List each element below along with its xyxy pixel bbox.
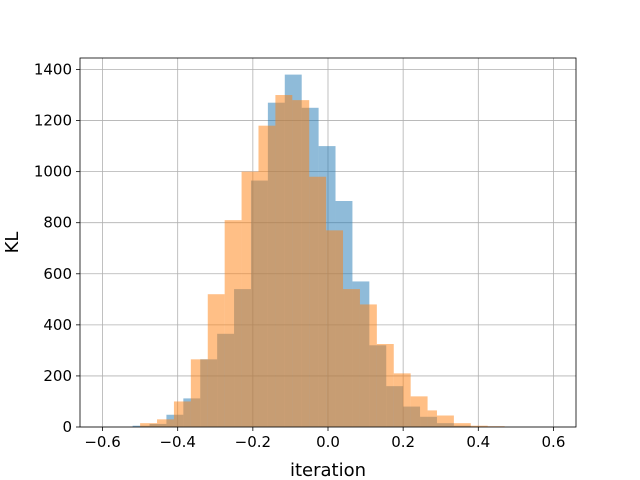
histogram-bar	[207, 294, 225, 427]
y-tick-label: 1200	[34, 112, 72, 130]
histogram-bar	[453, 423, 471, 427]
histogram-bar	[140, 423, 158, 427]
x-tick-label: 0.4	[466, 433, 490, 451]
histogram-bar	[427, 410, 437, 427]
histogram-bar	[224, 220, 242, 427]
y-tick-label: 200	[43, 367, 72, 385]
histogram-bar	[258, 125, 276, 428]
y-tick-label: 400	[43, 316, 72, 334]
y-tick-label: 1000	[34, 163, 72, 181]
histogram-bar	[309, 176, 327, 427]
histogram-bar	[376, 344, 394, 427]
histogram-bar	[190, 359, 208, 427]
histogram-bar	[343, 289, 360, 427]
histogram-bar	[410, 396, 428, 427]
x-tick-label: −0.6	[84, 433, 120, 451]
series-1	[140, 95, 505, 428]
histogram-bar	[436, 415, 454, 427]
histogram-bar	[292, 100, 310, 427]
histogram-bar	[275, 95, 293, 427]
y-tick-label: 600	[43, 265, 72, 283]
x-tick-label: −0.4	[159, 433, 195, 451]
y-tick-label: 800	[43, 214, 72, 232]
histogram-bar	[157, 419, 174, 427]
axis-ticks: −0.6 −0.4 −0.2 0.0 0.2 0.4 0.6 0 200 400 600 800 100…	[34, 60, 566, 451]
histogram-bars	[132, 74, 505, 428]
x-tick-label: 0.0	[316, 433, 340, 451]
histogram-bar	[326, 230, 344, 427]
histogram-bar	[241, 171, 259, 427]
y-tick-label: 1400	[34, 60, 72, 78]
histogram-bar	[470, 425, 488, 427]
histogram-bar	[393, 373, 411, 427]
x-tick-label: 0.6	[542, 433, 566, 451]
x-axis-label: iteration	[290, 460, 366, 480]
histogram-bar	[173, 401, 191, 427]
x-tick-label: −0.2	[235, 433, 271, 451]
x-tick-label: 0.2	[391, 433, 415, 451]
y-tick-label: 0	[62, 418, 72, 436]
y-axis-label: KL	[2, 232, 23, 254]
histogram-bar	[359, 304, 377, 427]
